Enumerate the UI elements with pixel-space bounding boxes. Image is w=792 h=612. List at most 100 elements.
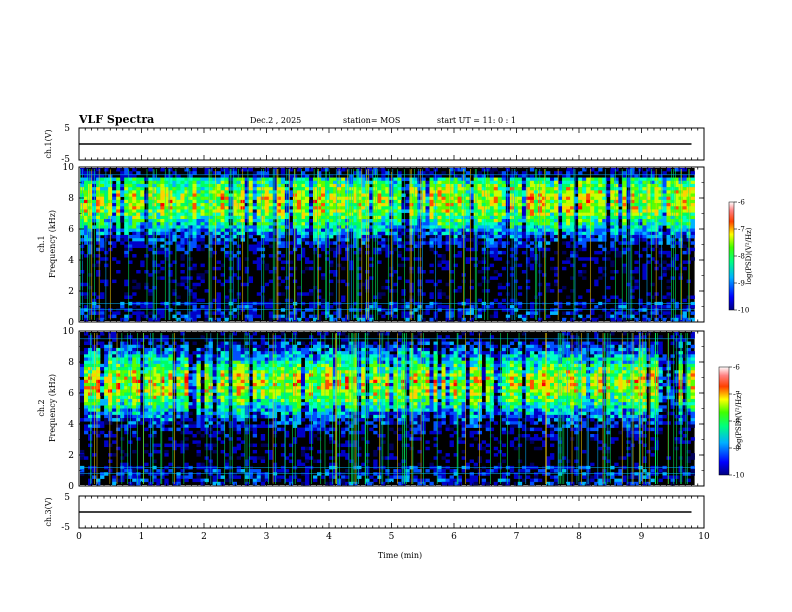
- spectrogram-cell: [413, 196, 418, 201]
- spectrogram-cell: [578, 199, 583, 204]
- spectrogram-cell: [224, 199, 229, 204]
- spectrogram-cell: [333, 187, 338, 191]
- spectrogram-cell: [525, 190, 531, 194]
- spectrogram-cell: [196, 247, 201, 252]
- spectrogram-cell: [429, 222, 434, 226]
- spectrogram-cell: [212, 222, 217, 226]
- spectrogram-cell: [148, 177, 153, 182]
- spectrogram-cell: [132, 212, 137, 217]
- spectrogram-cell: [381, 241, 386, 245]
- spectrogram-cell: [180, 247, 185, 252]
- spectrogram-cell: [493, 270, 499, 274]
- spectrogram-cell: [341, 225, 346, 229]
- spectrogram-cell: [545, 215, 551, 220]
- spectrogram-cell: [521, 219, 527, 223]
- spectrogram-cell: [650, 180, 655, 185]
- spectrogram-cell: [216, 279, 221, 284]
- spectrogram-cell: [517, 193, 523, 197]
- spectrogram-cell: [437, 263, 442, 268]
- spectrogram-cell: [300, 196, 306, 201]
- spectrogram-cell: [630, 177, 635, 182]
- spectrogram-cell: [441, 203, 446, 207]
- spectrogram-cell: [594, 190, 599, 194]
- spectrogram-cell: [321, 225, 326, 229]
- spectrogram-cell: [654, 196, 659, 201]
- spectrogram-cell: [437, 295, 442, 299]
- spectrogram-cell: [184, 209, 189, 213]
- spectrogram-cell: [437, 305, 442, 309]
- spectrogram-cell: [413, 219, 418, 223]
- spectrogram-cell: [521, 187, 527, 191]
- spectrogram-cell: [429, 203, 434, 207]
- spectrogram-cell: [164, 254, 169, 258]
- spectrogram-cell: [614, 168, 619, 172]
- spectrogram-cell: [236, 174, 241, 178]
- spectrogram-cell: [670, 228, 675, 233]
- spectrogram-cell: [196, 273, 201, 277]
- spectrogram-cell: [465, 298, 470, 303]
- spectrogram-cell: [445, 180, 450, 185]
- spectrogram-cell: [489, 212, 495, 217]
- spectrogram-cell: [622, 193, 627, 197]
- spectrogram-cell: [124, 314, 129, 319]
- spectrogram-cell: [132, 180, 137, 185]
- spectrogram-cell: [449, 225, 454, 229]
- spectrogram-cell: [361, 219, 366, 223]
- spectrogram-cell: [329, 174, 334, 178]
- spectrogram-cell: [449, 314, 454, 319]
- spectrogram-cell: [437, 234, 442, 239]
- spectrogram-cell: [473, 190, 478, 194]
- spectrogram-cell: [425, 171, 430, 175]
- spectrogram-cell: [654, 311, 659, 315]
- spectrogram-cell: [224, 168, 229, 172]
- spectrogram-cell: [614, 219, 619, 223]
- spectrogram-cell: [200, 241, 205, 245]
- spectrogram-cell: [666, 234, 671, 239]
- spectrogram-cell: [136, 234, 141, 239]
- spectrogram-cell: [586, 238, 591, 242]
- spectrogram-cell: [622, 190, 627, 194]
- spectrogram-cell: [566, 311, 571, 315]
- spectrogram-cell: [100, 190, 105, 194]
- spectrogram-cell: [610, 199, 615, 204]
- spectrogram-cell: [381, 180, 386, 185]
- spectrogram-cell: [554, 279, 559, 284]
- spectrogram-cell: [296, 295, 302, 299]
- spectrogram-cell: [120, 305, 125, 309]
- spectrogram-cell: [144, 305, 149, 309]
- spectrogram-cell: [288, 183, 294, 188]
- spectrogram-cell: [417, 289, 422, 293]
- spectrogram-cell: [276, 215, 282, 220]
- spectrogram-cell: [393, 215, 398, 220]
- spectrogram-cell: [308, 212, 314, 217]
- spectrogram-cell: [682, 298, 687, 303]
- spectrogram-cell: [614, 231, 619, 236]
- spectrogram-cell: [172, 193, 177, 197]
- spectrogram-cell: [200, 215, 205, 220]
- spectrogram-cell: [312, 317, 318, 322]
- spectrogram-cell: [180, 199, 185, 204]
- spectrogram-cell: [180, 177, 185, 182]
- spectrogram-cell: [425, 203, 430, 207]
- spectrogram-cell: [493, 244, 499, 248]
- spectrogram-cell: [441, 212, 446, 217]
- spectrogram-cell: [220, 193, 225, 197]
- spectrogram-cell: [148, 206, 153, 210]
- spectrogram-cell: [276, 231, 282, 236]
- spectrogram-cell: [401, 305, 406, 309]
- spectrogram-cell: [638, 225, 643, 229]
- spectrogram-cell: [84, 370, 89, 374]
- spectrogram-cell: [598, 212, 603, 217]
- spectrogram-cell: [220, 187, 225, 191]
- spectrogram-cell: [501, 222, 507, 226]
- spectrogram-cell: [276, 212, 282, 217]
- spectrogram-cell: [296, 199, 302, 204]
- spectrogram-cell: [268, 209, 274, 213]
- spectrogram-cell: [84, 174, 89, 178]
- spectrogram-cell: [148, 193, 153, 197]
- spectrogram-cell: [670, 238, 675, 242]
- spectrogram-cell: [361, 187, 366, 191]
- spectrogram-cell: [341, 222, 346, 226]
- spectrogram-cell: [630, 289, 635, 293]
- spectrogram-cell: [252, 187, 258, 191]
